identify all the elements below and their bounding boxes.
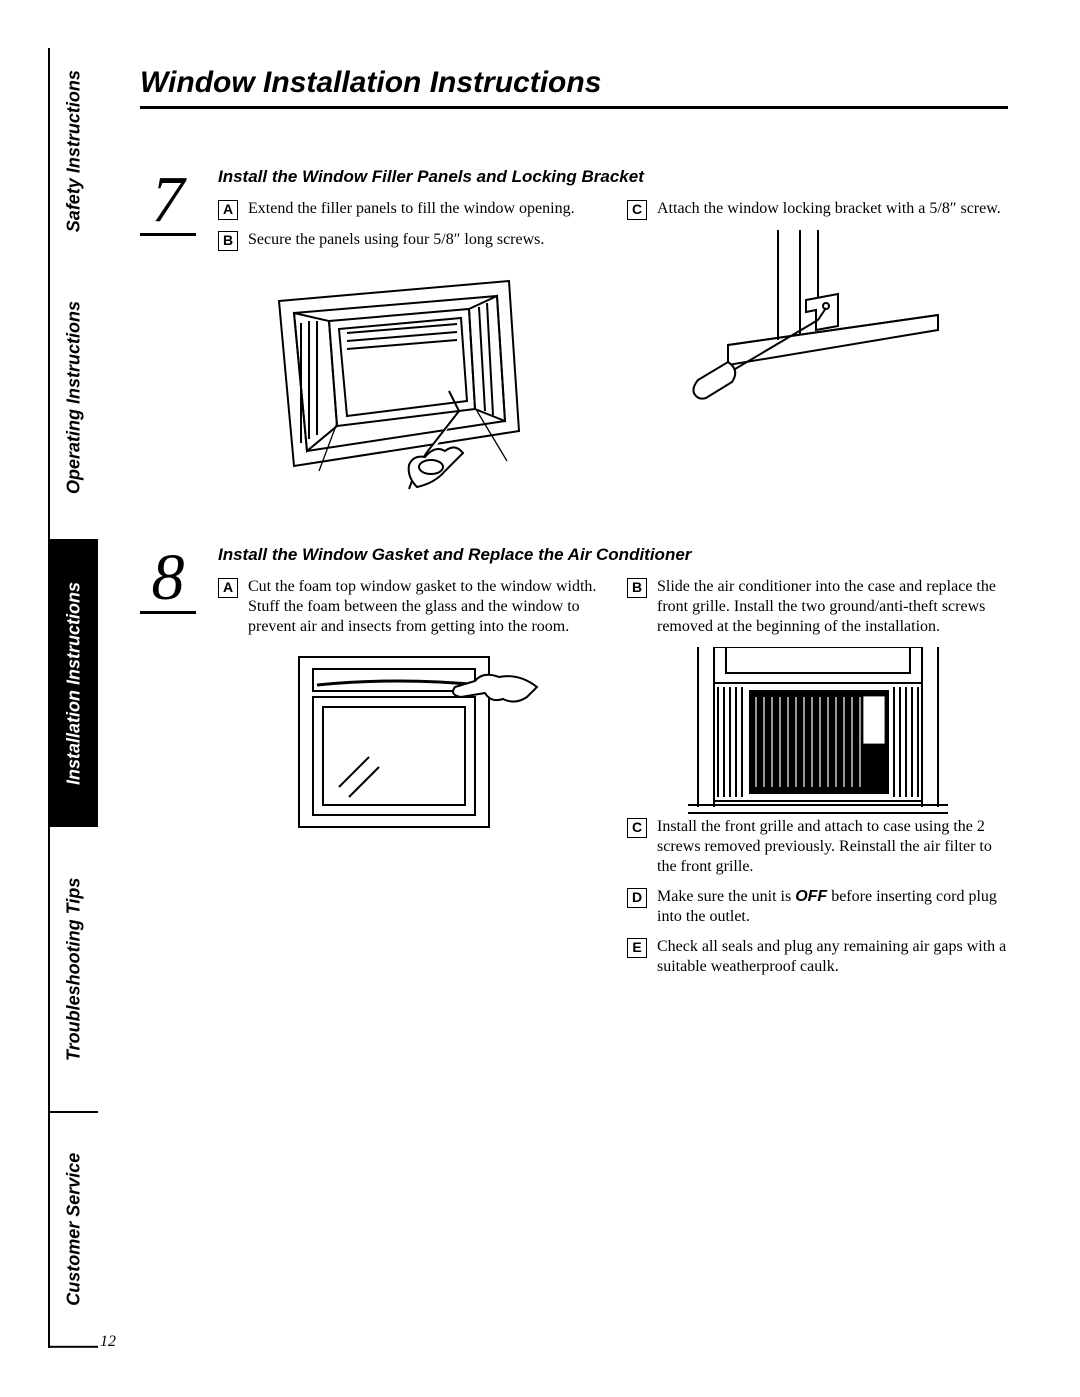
substep-b: B Secure the panels using four 5/8″ long… <box>218 230 599 251</box>
substep-a: A Extend the filler panels to fill the w… <box>218 199 599 220</box>
substep-d: D Make sure the unit is OFF before inser… <box>627 887 1008 927</box>
tab-safety-instructions[interactable]: Safety Instructions <box>50 48 98 255</box>
tab-troubleshooting-tips[interactable]: Troubleshooting Tips <box>50 827 98 1113</box>
letter-box-b: B <box>627 578 647 598</box>
substep-text: Check all seals and plug any remaining a… <box>657 937 1008 977</box>
illustration-filler-panels <box>218 261 599 491</box>
substep-c: C Attach the window locking bracket with… <box>627 199 1008 220</box>
letter-box-a: A <box>218 200 238 220</box>
letter-box-d: D <box>627 888 647 908</box>
off-word: OFF <box>795 888 827 905</box>
substep-text: Extend the filler panels to fill the win… <box>248 199 599 220</box>
step-columns: A Cut the foam top window gasket to the … <box>218 577 1008 987</box>
tab-installation-instructions[interactable]: Installation Instructions <box>50 541 98 827</box>
letter-box-b: B <box>218 231 238 251</box>
substep-text: Cut the foam top window gasket to the wi… <box>248 577 599 637</box>
step-left-column: A Cut the foam top window gasket to the … <box>218 577 599 987</box>
substep-text: Attach the window locking bracket with a… <box>657 199 1008 220</box>
step-title: Install the Window Gasket and Replace th… <box>218 545 1008 565</box>
step-body: Install the Window Filler Panels and Loc… <box>218 167 1008 491</box>
step-right-column: C Attach the window locking bracket with… <box>627 199 1008 491</box>
step-number: 8 <box>140 545 196 614</box>
sidebar-tabs: Safety Instructions Operating Instructio… <box>50 48 98 1348</box>
step-body: Install the Window Gasket and Replace th… <box>218 545 1008 987</box>
tab-customer-service[interactable]: Customer Service <box>50 1113 98 1348</box>
letter-box-a: A <box>218 578 238 598</box>
step-title: Install the Window Filler Panels and Loc… <box>218 167 1008 187</box>
page-frame: Safety Instructions Operating Instructio… <box>48 48 1038 1348</box>
substep-text: Make sure the unit is OFF before inserti… <box>657 887 1008 927</box>
text-fragment: Make sure the unit is <box>657 888 795 905</box>
page-content: Window Installation Instructions 7 Insta… <box>98 48 1038 1041</box>
letter-box-c: C <box>627 818 647 838</box>
illustration-replace-ac <box>627 647 1008 817</box>
substep-c: C Install the front grille and attach to… <box>627 817 1008 877</box>
substep-text: Slide the air conditioner into the case … <box>657 577 1008 637</box>
step-number-wrap: 7 <box>140 167 196 491</box>
step-number: 7 <box>140 167 196 236</box>
page-title: Window Installation Instructions <box>140 66 1008 109</box>
page-number: 12 <box>100 1333 116 1351</box>
letter-box-e: E <box>627 938 647 958</box>
substep-text: Install the front grille and attach to c… <box>657 817 1008 877</box>
step-right-column: B Slide the air conditioner into the cas… <box>627 577 1008 987</box>
step-columns: A Extend the filler panels to fill the w… <box>218 199 1008 491</box>
step-number-wrap: 8 <box>140 545 196 987</box>
letter-box-c: C <box>627 200 647 220</box>
step-8: 8 Install the Window Gasket and Replace … <box>140 545 1008 987</box>
substep-a: A Cut the foam top window gasket to the … <box>218 577 599 637</box>
step-left-column: A Extend the filler panels to fill the w… <box>218 199 599 491</box>
illustration-foam-gasket <box>218 647 599 837</box>
substep-e: E Check all seals and plug any remaining… <box>627 937 1008 977</box>
illustration-locking-bracket <box>627 230 1008 400</box>
tab-operating-instructions[interactable]: Operating Instructions <box>50 255 98 541</box>
substep-text: Secure the panels using four 5/8″ long s… <box>248 230 599 251</box>
substep-b: B Slide the air conditioner into the cas… <box>627 577 1008 637</box>
step-7: 7 Install the Window Filler Panels and L… <box>140 167 1008 491</box>
